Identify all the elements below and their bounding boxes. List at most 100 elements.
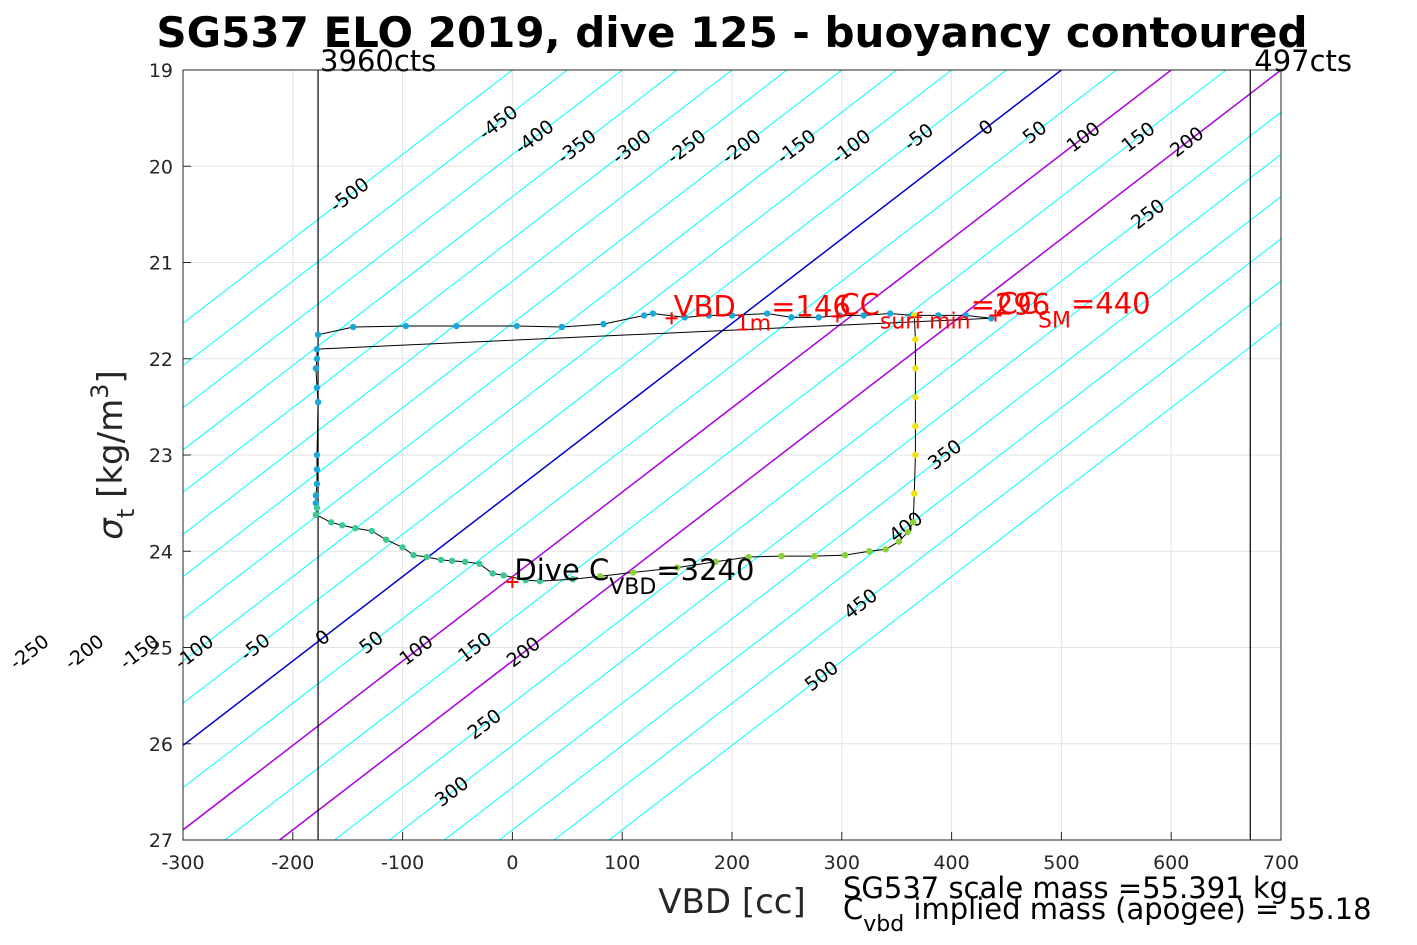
profile-point bbox=[811, 552, 818, 560]
y-tick-label: 25 bbox=[149, 638, 173, 660]
profile-point bbox=[312, 365, 320, 372]
scale-mass-text: SG537 scale mass =55.391 kg bbox=[843, 871, 1288, 905]
profile-point bbox=[328, 519, 335, 526]
profile-point bbox=[314, 331, 322, 338]
profile-point bbox=[895, 538, 903, 545]
profile-point bbox=[912, 422, 919, 430]
profile-point bbox=[815, 314, 822, 321]
y-tick-label: 21 bbox=[149, 253, 173, 275]
contour-line bbox=[279, 70, 1281, 840]
x-axis-label: VBD [cc] bbox=[658, 882, 806, 922]
buoyancy-contours bbox=[183, 70, 1281, 840]
marker-label: Dive CVBD=3240 bbox=[514, 553, 754, 600]
profile-point bbox=[313, 345, 321, 353]
profile-point bbox=[681, 314, 688, 321]
profile-point bbox=[500, 572, 507, 579]
profile-point bbox=[368, 527, 376, 535]
profile-point bbox=[461, 558, 469, 566]
contour-line bbox=[183, 70, 1117, 789]
profile-point bbox=[513, 322, 520, 330]
x-tick-label: 500 bbox=[1043, 852, 1079, 874]
profile-point bbox=[866, 548, 873, 555]
contour-line bbox=[183, 70, 788, 535]
profile-point bbox=[313, 480, 321, 488]
profile-point bbox=[399, 544, 406, 551]
profile-point bbox=[912, 365, 919, 372]
profile-point bbox=[313, 355, 321, 362]
profile-point bbox=[886, 310, 894, 317]
marker-label: VBD1m=146 bbox=[674, 289, 851, 336]
contour-line bbox=[183, 70, 898, 620]
contour-line bbox=[183, 70, 1007, 704]
profile-point bbox=[728, 312, 736, 319]
x-tick-label: -300 bbox=[161, 852, 204, 874]
profile-point bbox=[912, 394, 919, 401]
profile-point bbox=[841, 551, 849, 559]
profile-point bbox=[904, 528, 911, 536]
profile-point bbox=[558, 323, 566, 331]
profile-point bbox=[600, 320, 607, 328]
y-tick-label: 26 bbox=[149, 734, 173, 756]
vbd-limit-label: 497cts bbox=[1254, 44, 1352, 78]
profile-point bbox=[437, 556, 445, 564]
axes: -300 -200 -100 0 100 200 300 400 500 600 700 19 20 21… bbox=[149, 60, 1299, 874]
profile-point bbox=[522, 576, 529, 584]
profile-points bbox=[312, 310, 995, 585]
vbd-limit-label: 3960cts bbox=[320, 44, 436, 78]
profile-point bbox=[489, 570, 496, 577]
profile-point bbox=[778, 552, 785, 560]
profile-point bbox=[962, 312, 970, 319]
y-tick-label: 23 bbox=[149, 445, 173, 467]
profile-point bbox=[536, 577, 544, 585]
contour-line bbox=[334, 111, 1281, 840]
x-tick-label: 200 bbox=[714, 852, 750, 874]
profile-point bbox=[476, 560, 483, 567]
profile-point bbox=[987, 315, 995, 322]
profile-point bbox=[712, 558, 719, 566]
profile-point bbox=[909, 519, 917, 526]
profile-point bbox=[935, 312, 942, 319]
profile-point bbox=[763, 310, 771, 317]
chart-title: SG537 ELO 2019, dive 125 - buoyancy cont… bbox=[156, 8, 1307, 57]
profile-point bbox=[312, 499, 320, 507]
profile-point bbox=[313, 384, 321, 391]
profile-point bbox=[882, 546, 889, 553]
profile-point bbox=[629, 569, 637, 576]
x-tick-label: 700 bbox=[1263, 852, 1299, 874]
profile-point bbox=[911, 312, 918, 319]
contour-line bbox=[183, 70, 733, 493]
contour-line bbox=[183, 70, 568, 367]
marker-label: CCSM=440 bbox=[998, 286, 1151, 333]
x-tick-label: -100 bbox=[381, 852, 424, 874]
contour-line bbox=[444, 196, 1281, 840]
profile-point bbox=[402, 322, 410, 330]
profile-point bbox=[745, 553, 752, 561]
profile-point bbox=[673, 564, 681, 571]
footer-text: SG537 scale mass =55.391 kg Cvbd implied… bbox=[843, 871, 1372, 937]
profile-point bbox=[314, 398, 322, 406]
profile-point bbox=[312, 511, 320, 518]
profile-point bbox=[313, 466, 321, 473]
profile-point bbox=[453, 322, 460, 330]
contour-line bbox=[224, 70, 1227, 840]
vbd-limit-lines: 3960cts 497cts bbox=[317, 44, 1352, 840]
profile-point bbox=[788, 314, 795, 321]
x-tick-label: 0 bbox=[506, 852, 518, 874]
profile-point bbox=[312, 492, 320, 499]
profile-point bbox=[640, 312, 648, 319]
y-tick-label: 22 bbox=[149, 349, 173, 371]
y-tick-label: 24 bbox=[149, 541, 173, 563]
profile-point bbox=[339, 522, 346, 529]
contour-line bbox=[553, 280, 1281, 840]
profile-point bbox=[860, 312, 867, 319]
svg-text:σt [kg/m3]: σt [kg/m3] bbox=[86, 370, 140, 539]
x-tick-label: -200 bbox=[271, 852, 314, 874]
contour-line bbox=[183, 70, 1062, 747]
profile-point bbox=[912, 451, 919, 459]
x-tick-label: 400 bbox=[933, 852, 969, 874]
profile-point bbox=[313, 504, 321, 512]
contour-line bbox=[389, 153, 1281, 840]
profile-point bbox=[705, 312, 713, 319]
profile-point bbox=[912, 336, 919, 343]
